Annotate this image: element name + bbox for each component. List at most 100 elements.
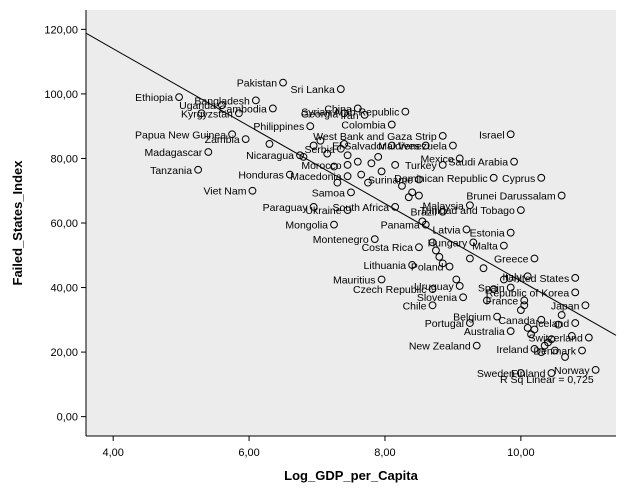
data-point: [364, 178, 372, 187]
data-point: [455, 154, 464, 163]
point-label: Malta: [472, 241, 498, 253]
point-labels: Pakistan Sri Lanka Ethiopia BangladeshUgand…: [135, 78, 590, 380]
y-axis-title: Failed_States_Index: [10, 160, 25, 286]
data-point: [489, 173, 498, 182]
data-point: [466, 201, 474, 210]
data-point: [547, 335, 556, 344]
point-label: Colombia: [341, 120, 386, 132]
data-point: [438, 131, 447, 140]
data-point: [530, 325, 539, 334]
data-point: [387, 141, 396, 150]
data-point: [578, 346, 586, 355]
data-point: [336, 85, 345, 93]
point-label: Cyprus: [502, 173, 535, 185]
data-point: [408, 188, 417, 197]
point-label: Chile: [403, 300, 427, 312]
data-point: [204, 148, 213, 156]
x-tick-label: 10,00: [507, 447, 535, 459]
data-point: [299, 152, 308, 161]
data-point: [248, 186, 257, 195]
point-label: Slovenia: [417, 292, 457, 304]
data-point: [506, 228, 515, 237]
point-label: Macedonia: [290, 171, 342, 183]
point-label: Saudi Arabia: [449, 157, 509, 169]
point-label: Honduras: [238, 170, 284, 182]
x-tick-label: 8,00: [374, 447, 395, 459]
point-label: United States: [506, 273, 569, 285]
data-point: [557, 311, 566, 319]
point-label: Mongolia: [285, 220, 328, 232]
point-label: Turkey: [405, 160, 437, 172]
data-point: [353, 104, 362, 113]
data-point: [347, 188, 355, 197]
data-point: [520, 296, 529, 305]
point-label: Poland: [411, 262, 444, 274]
data-point: [493, 312, 501, 321]
data-point: [241, 135, 250, 143]
point-label: Nicaragua: [246, 150, 294, 162]
point-label: West Bank and Gaza Strip: [313, 131, 437, 143]
point-label: Uruguay: [414, 281, 454, 293]
point-label: Canada: [498, 315, 535, 327]
data-points: [175, 78, 600, 377]
point-label: Brazil: [410, 207, 436, 219]
point-label: Viet Nam: [203, 186, 246, 198]
data-point: [401, 107, 410, 116]
point-label: Paraguay: [263, 202, 309, 214]
data-point: [557, 191, 566, 200]
point-label: Costa Rica: [362, 242, 414, 254]
axes: 0,00 20,00 40,00 60,00 80,00 100,00 120,00 4,00…: [44, 10, 616, 459]
x-axis-title: Log_GDP_per_Capita: [284, 468, 418, 483]
point-label: Samoa: [312, 187, 345, 199]
point-label: Syrian Arab Republic: [301, 107, 399, 119]
data-point: [438, 259, 447, 268]
data-point: [428, 238, 437, 247]
fit-line: [85, 32, 617, 336]
data-point: [466, 254, 474, 263]
data-point: [547, 369, 556, 377]
data-point: [449, 141, 457, 150]
y-tick-label: 0,00: [57, 412, 78, 424]
point-label: Sri Lanka: [290, 84, 335, 96]
y-tick-label: 100,00: [44, 89, 78, 101]
data-point: [445, 262, 454, 271]
y-tick-label: 60,00: [50, 218, 78, 230]
fit-line-group: [85, 32, 617, 336]
data-point: [268, 104, 277, 113]
data-point: [506, 327, 515, 336]
point-label: Iran: [340, 110, 358, 122]
data-point: [537, 315, 546, 324]
point-label: Pakistan: [237, 78, 277, 90]
data-point: [428, 301, 437, 310]
plot-area: [86, 10, 616, 436]
data-point: [340, 140, 349, 148]
point-label: Philippines: [253, 121, 304, 133]
data-point: [343, 161, 352, 169]
point-label: Papua New Guinea: [135, 129, 226, 141]
point-label: Spain: [478, 283, 505, 295]
data-point: [323, 149, 332, 158]
data-point: [333, 178, 342, 187]
data-point: [506, 283, 515, 292]
data-point: [469, 238, 478, 247]
data-point: [360, 110, 369, 119]
data-point: [306, 122, 315, 131]
data-point: [571, 288, 580, 297]
data-point: [234, 109, 243, 118]
data-point: [452, 275, 461, 284]
point-label: Israel: [479, 129, 505, 141]
data-point: [415, 191, 423, 200]
data-point: [428, 285, 437, 294]
data-point: [285, 170, 294, 179]
data-point: [391, 161, 400, 169]
data-point: [466, 319, 474, 327]
point-label: Mexico: [420, 153, 453, 165]
data-point: [251, 96, 260, 105]
point-label: Italy: [502, 271, 522, 283]
data-point: [343, 172, 352, 181]
data-point: [455, 282, 464, 290]
point-label: Portugal: [425, 318, 464, 330]
data-point: [506, 130, 515, 139]
point-label: Ireland: [496, 344, 528, 356]
